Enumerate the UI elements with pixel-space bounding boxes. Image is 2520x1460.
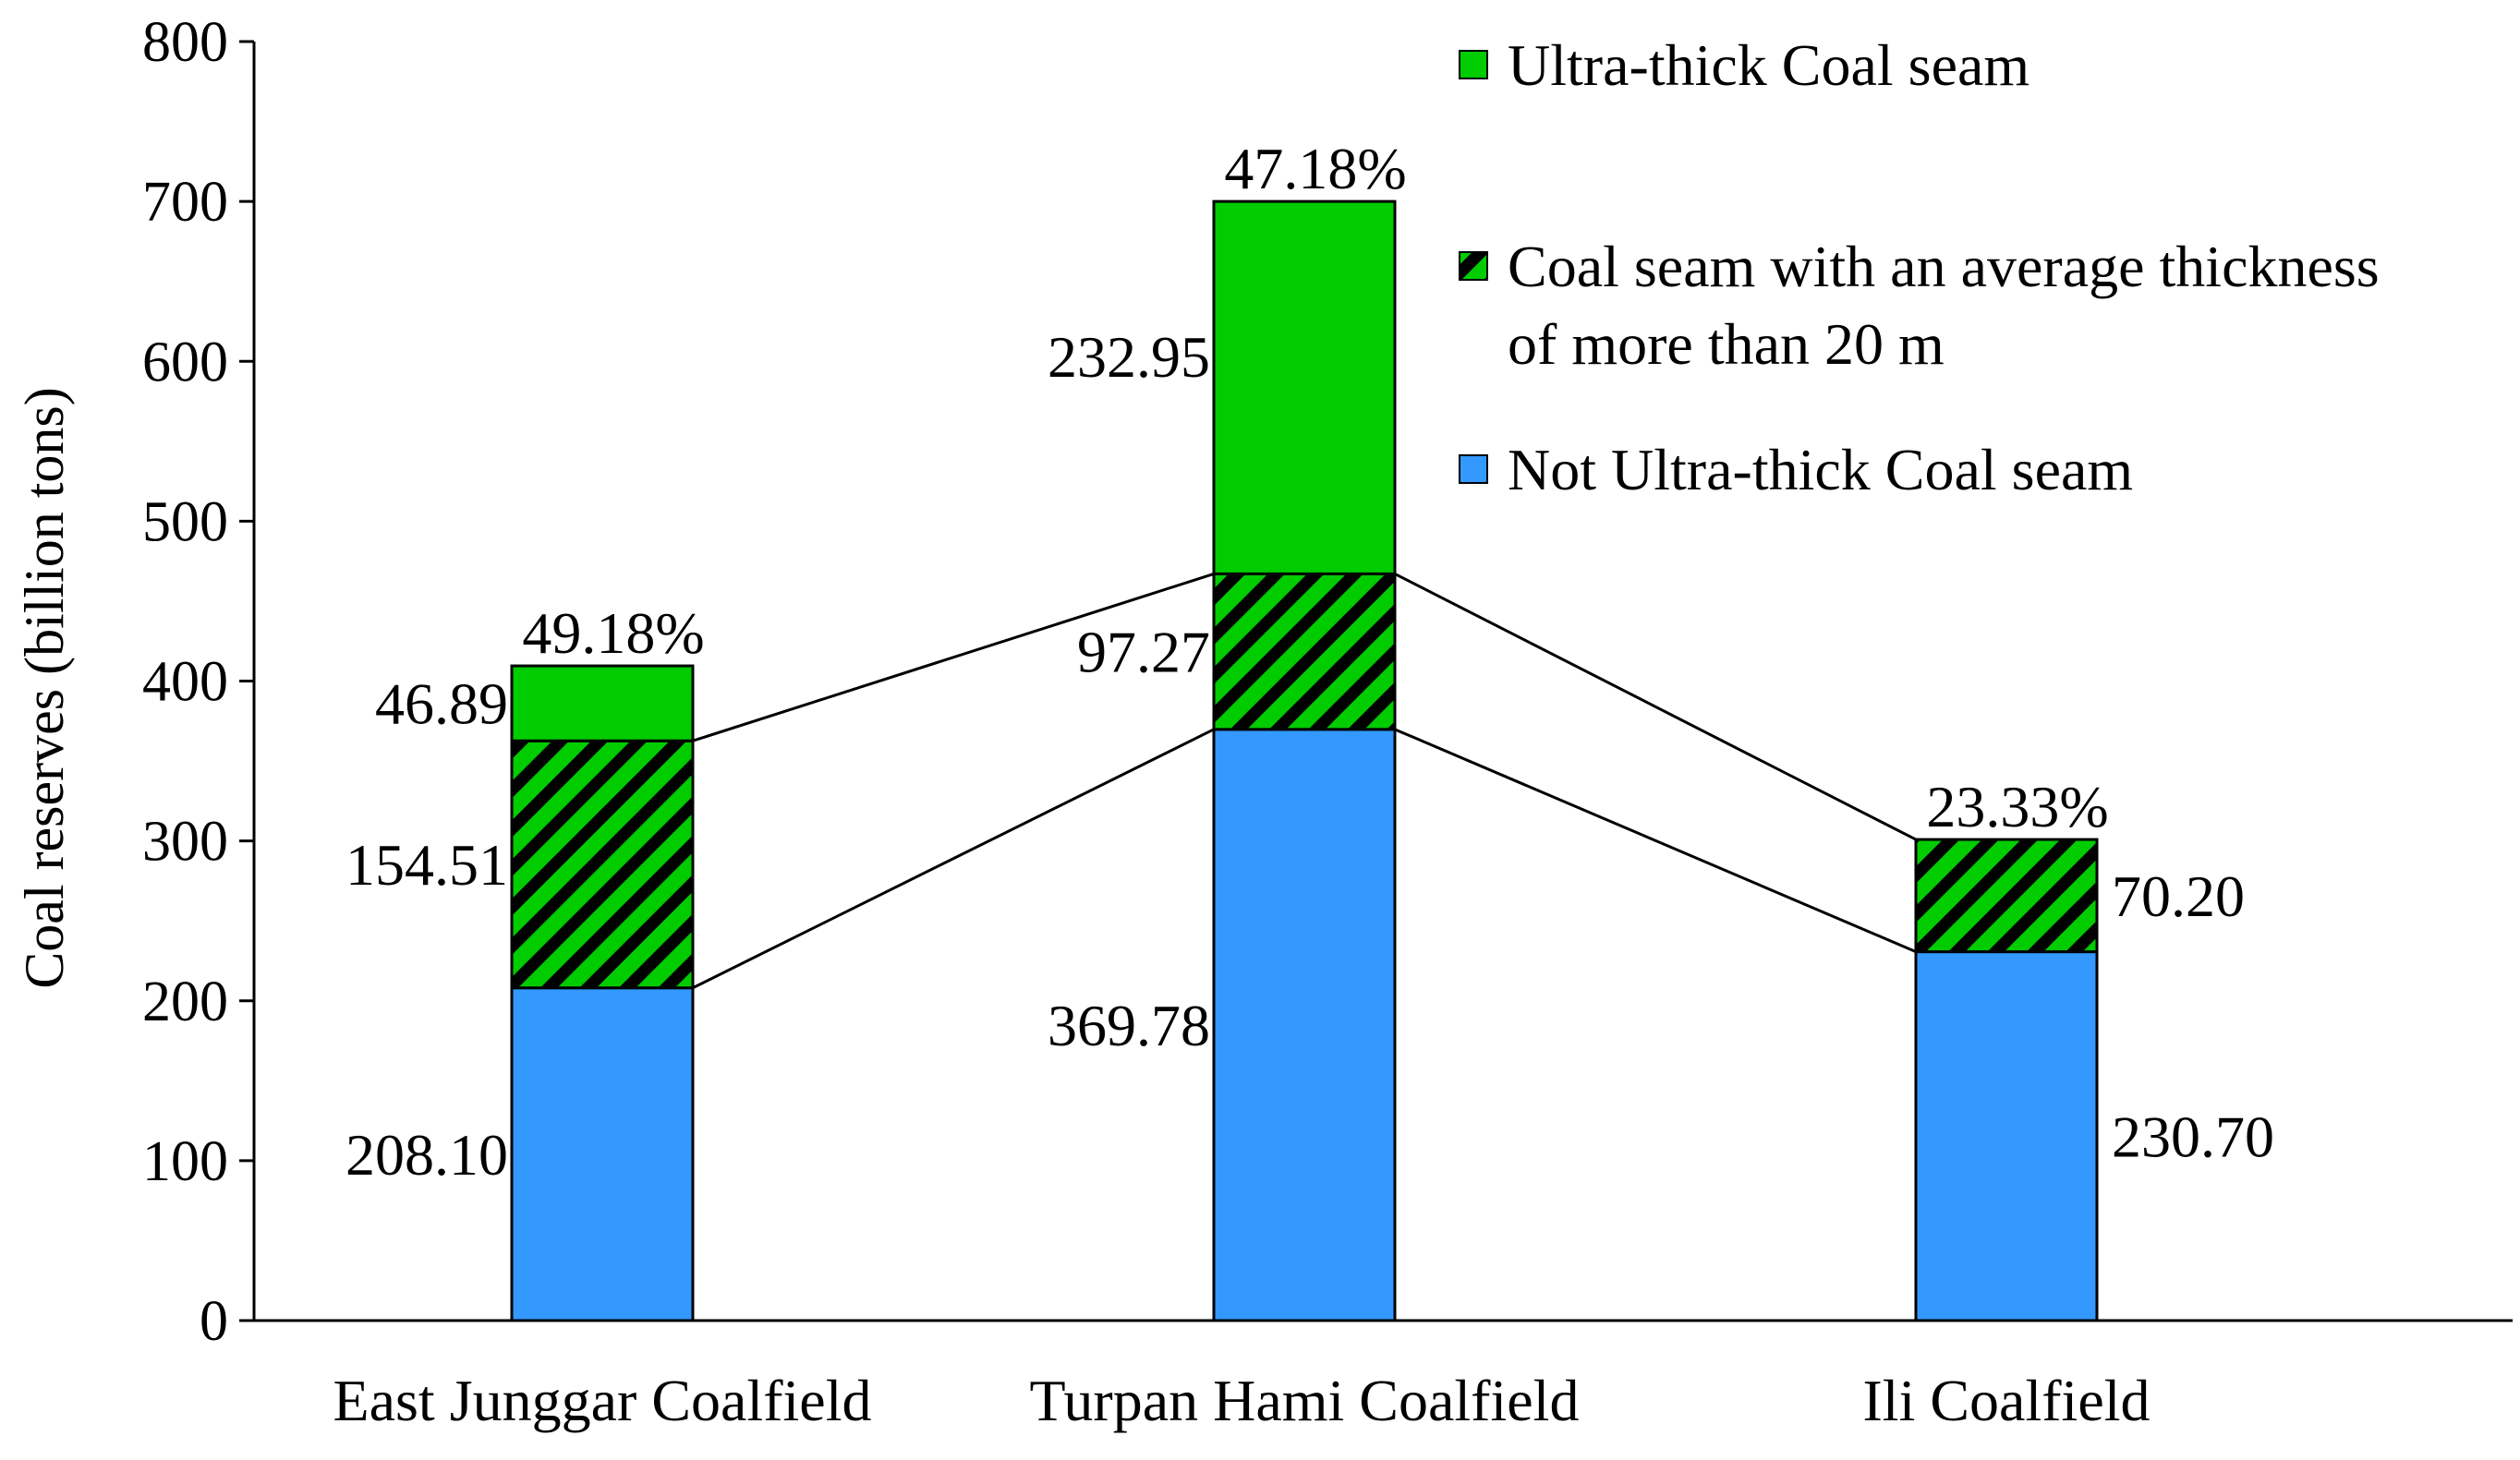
y-tick-label: 800 — [142, 11, 228, 74]
series-line-1-2 — [1394, 728, 1917, 953]
y-tick-label: 200 — [142, 971, 228, 1033]
bar-segment-1-2 — [1212, 728, 1397, 1322]
series-line-1-1 — [692, 728, 1215, 990]
data-label: 369.78 — [1048, 993, 1210, 1058]
y-axis-title: Coal reserves (billion tons) — [14, 387, 75, 989]
axes: 0 100 200 300 400 500 600 700 800 East Junggar Co… — [142, 11, 2513, 1433]
bar-segment-3-1 — [510, 664, 695, 742]
percent-label: 47.18% — [1224, 136, 1406, 201]
data-label: 208.10 — [345, 1122, 508, 1188]
series-line-2-2 — [1394, 573, 1917, 841]
data-label: 46.89 — [375, 671, 508, 737]
bar-segment-3-2 — [1212, 199, 1397, 575]
bar-segment-2-1 — [510, 739, 695, 990]
data-label: 154.51 — [345, 832, 508, 898]
y-tick-label: 0 — [200, 1290, 228, 1353]
y-tick-label: 400 — [142, 651, 228, 714]
data-label: 97.27 — [1077, 620, 1210, 685]
y-tick-label: 300 — [142, 811, 228, 874]
legend-swatch — [1459, 50, 1488, 79]
legend-swatch — [1459, 251, 1488, 281]
legend-swatch — [1459, 454, 1488, 484]
y-tick-label: 600 — [142, 331, 228, 393]
legend: Ultra-thick Coal seam Coal seam with an a… — [1459, 32, 2380, 502]
data-label: 70.20 — [2112, 863, 2245, 929]
y-tick-label: 100 — [142, 1130, 228, 1193]
series-connector-lines — [692, 572, 1917, 990]
legend-label: Not Ultra-thick Coal seam — [1508, 437, 2133, 502]
x-tick-label: Ili Coalfield — [1862, 1368, 2150, 1433]
data-label: 230.70 — [2112, 1104, 2274, 1169]
bar-segment-2-3 — [1914, 838, 2099, 954]
bar-segment-1-3 — [1914, 950, 2099, 1322]
x-tick-label: Turpan Hami Coalfield — [1030, 1368, 1580, 1433]
bar-segment-1-1 — [510, 986, 695, 1322]
legend-label: Ultra-thick Coal seam — [1508, 32, 2029, 98]
percent-label: 23.33% — [1926, 774, 2108, 839]
x-tick-label: East Junggar Coalfield — [333, 1368, 872, 1433]
legend-label: of more than 20 m — [1508, 311, 1945, 377]
y-tick-label: 500 — [142, 490, 228, 553]
data-label: 232.95 — [1048, 324, 1210, 390]
series-line-2-1 — [692, 572, 1215, 742]
bar-segment-2-2 — [1212, 572, 1397, 731]
legend-label: Coal seam with an average thickness — [1508, 234, 2380, 299]
y-tick-label: 700 — [142, 171, 228, 234]
data-labels: 208.10 369.78 230.70 154.51 97.27 70.20 46.89 2… — [345, 136, 2274, 1188]
percent-label: 49.18% — [522, 600, 704, 666]
